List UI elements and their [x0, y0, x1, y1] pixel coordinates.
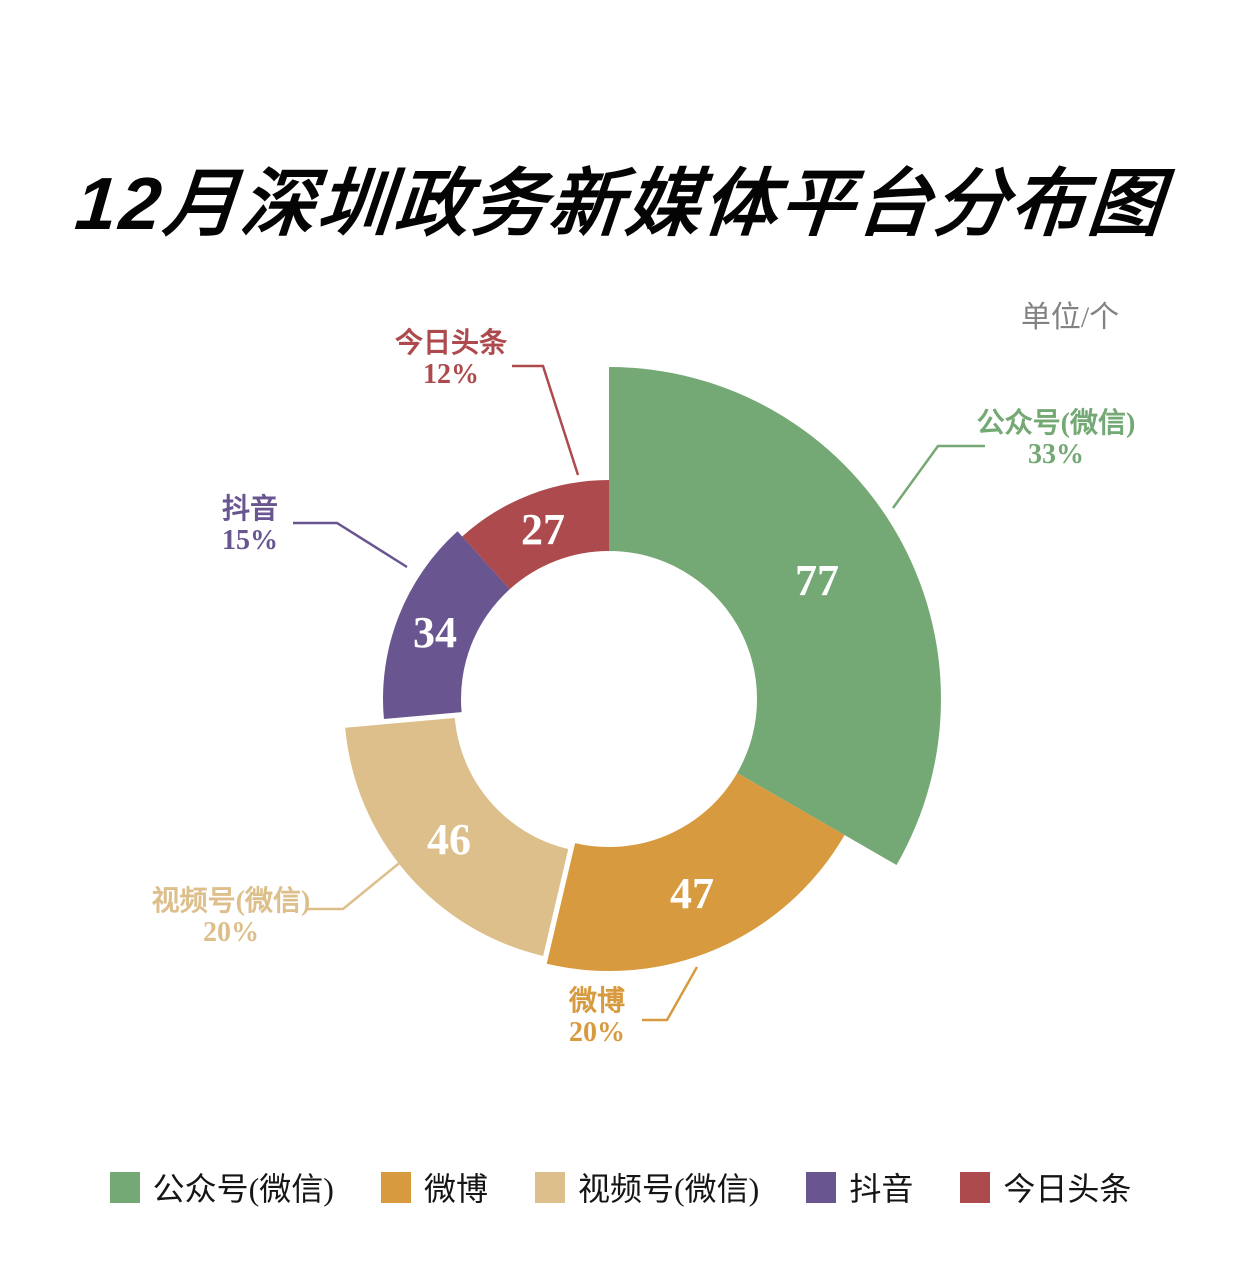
legend-swatch — [806, 1171, 837, 1203]
legend-swatch — [960, 1171, 991, 1203]
legend-item[interactable]: 视频号(微信) — [534, 1164, 760, 1210]
pie-segment-1[interactable] — [609, 367, 941, 865]
segment-value: 77 — [795, 556, 839, 605]
label-leader-line — [293, 521, 408, 569]
pie-segment-2[interactable] — [546, 773, 845, 972]
pie-segment-4[interactable] — [383, 531, 510, 719]
legend: 公众号(微信) 微博 视频号(微信) 抖音 今日头条 — [0, 1164, 1241, 1210]
unit-label: 单位/个 — [1020, 301, 1120, 334]
segment-value: 27 — [521, 505, 565, 554]
pie-segment-5[interactable] — [462, 480, 609, 590]
segment-label: 微博 20% — [568, 985, 625, 1048]
segment-label: 公众号(微信) 33% — [977, 407, 1136, 470]
label-leader-line — [891, 444, 985, 509]
legend-item[interactable]: 微博 — [380, 1164, 488, 1210]
legend-label: 视频号(微信) — [577, 1171, 760, 1207]
legend-label: 微博 — [423, 1171, 488, 1207]
legend-swatch — [380, 1171, 411, 1203]
segment-value: 34 — [413, 608, 457, 657]
legend-label: 今日头条 — [1003, 1171, 1132, 1207]
legend-swatch — [534, 1171, 565, 1203]
segment-value: 47 — [670, 869, 714, 918]
legend-item[interactable]: 今日头条 — [960, 1164, 1131, 1210]
segment-label: 今日头条 12% — [395, 326, 507, 390]
legend-item[interactable]: 抖音 — [806, 1164, 913, 1210]
pie-segment-3[interactable] — [345, 718, 569, 956]
legend-item[interactable]: 公众号(微信) — [109, 1164, 334, 1210]
segment-label: 视频号(微信) 20% — [152, 885, 311, 948]
segment-value: 46 — [427, 815, 471, 864]
legend-label: 公众号(微信) — [152, 1171, 334, 1207]
segment-label: 抖音 15% — [222, 492, 278, 556]
label-leader-line — [642, 966, 699, 1022]
legend-swatch — [109, 1171, 140, 1203]
legend-label: 抖音 — [849, 1171, 914, 1207]
label-leader-line — [512, 364, 580, 476]
label-leader-line — [307, 859, 404, 911]
